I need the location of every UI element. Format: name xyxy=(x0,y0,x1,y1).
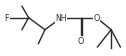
Text: O: O xyxy=(78,37,84,46)
Text: NH: NH xyxy=(56,14,67,23)
Text: O: O xyxy=(93,14,100,23)
Text: F: F xyxy=(5,14,9,23)
